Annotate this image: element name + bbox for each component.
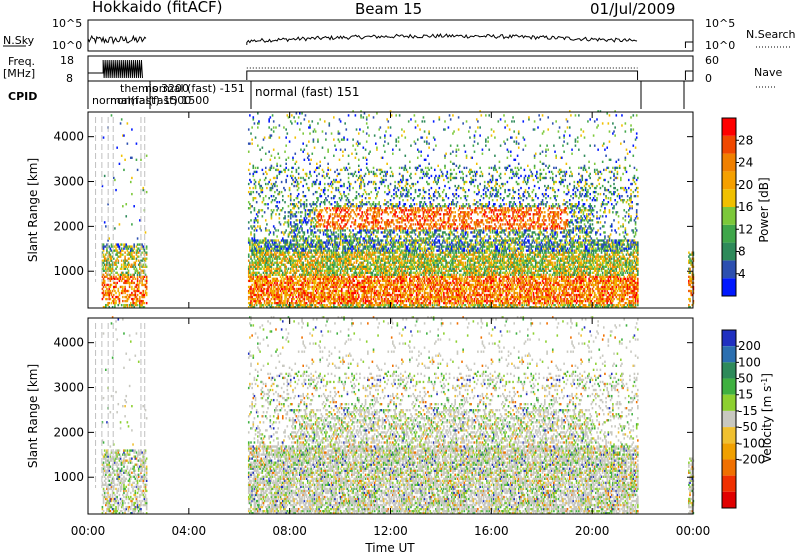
- range-tick-label: 3000: [53, 175, 84, 189]
- range-tick-label: 2000: [53, 425, 84, 439]
- freq-trace: [88, 59, 693, 80]
- colorbar-swatch: [722, 118, 736, 136]
- range-tick-label: 3000: [53, 381, 84, 395]
- freq-label-1: Freq.: [8, 55, 35, 68]
- nsky-tick-top: 10^5: [52, 17, 82, 30]
- date-title: 01/Jul/2009: [590, 0, 675, 18]
- colorbar-swatch: [722, 378, 736, 395]
- range-tick-label: 1000: [53, 470, 84, 484]
- power-ylabel: Slant Range [km]: [26, 158, 40, 262]
- colorbar-swatch: [722, 475, 736, 492]
- colorbar-swatch: [722, 189, 736, 207]
- time-axis-label: Time UT: [364, 541, 415, 554]
- cpid-early-c: normal(fast) 1500: [92, 94, 191, 107]
- colorbar-swatch: [722, 242, 736, 261]
- nsearch-tick-bottom: 10^0: [705, 39, 735, 52]
- time-tick-label: 04:00: [172, 524, 207, 538]
- time-tick-label: 00:00: [71, 524, 106, 538]
- nave-tick-bottom: 0: [705, 72, 712, 85]
- power-heatmap-cells: [95, 110, 695, 309]
- cpid-early-d: normal(fast) 1500: [110, 94, 209, 107]
- colorbar-swatch: [722, 362, 736, 379]
- colorbar-tick-label: 15: [738, 388, 753, 402]
- time-tick-label: 16:00: [474, 524, 509, 538]
- colorbar-swatch: [722, 135, 736, 154]
- colorbar-swatch: [722, 224, 736, 243]
- colorbar-tick-label: 28: [738, 133, 753, 147]
- freq-tick-top: 18: [60, 54, 74, 67]
- cpid-label: CPID: [8, 90, 37, 103]
- colorbar-tick-label: -100: [738, 436, 765, 450]
- range-tick-label: 1000: [53, 264, 84, 278]
- colorbar-tick-label: 20: [738, 178, 753, 192]
- range-tick-label: 2000: [53, 219, 84, 233]
- nsky-trace: [87, 33, 693, 48]
- nsky-panel: [87, 19, 694, 52]
- beam-title: Beam 15: [355, 0, 422, 18]
- range-tick-label: 4000: [53, 336, 84, 350]
- nave-tick-top: 60: [705, 54, 719, 67]
- colorbar-tick-label: 200: [738, 339, 761, 353]
- nsky-label: N.Sky: [3, 34, 35, 47]
- colorbar-swatch: [722, 153, 736, 172]
- colorbar-tick-label: 16: [738, 200, 753, 214]
- time-tick-label: 08:00: [272, 524, 307, 538]
- colorbar-swatch: [722, 410, 736, 428]
- colorbar-swatch: [722, 171, 736, 190]
- cpid-early-b: normal (fast) -151: [145, 82, 245, 95]
- freq-tick-bottom: 8: [66, 72, 73, 85]
- colorbar-swatch: [722, 459, 736, 476]
- colorbar-tick-label: 4: [738, 267, 746, 281]
- velocity-colorbar: 200 100 50 15 -15 -50 -100 -200: [721, 329, 765, 509]
- colorbar-swatch: [722, 346, 736, 363]
- nsky-tick-bottom: 10^0: [52, 39, 82, 52]
- colorbar-swatch: [722, 443, 736, 460]
- colorbar-swatch: [722, 491, 736, 508]
- time-axis: 00:00 04:00 08:00 12:00 16:00 20:00 00:00: [71, 112, 711, 538]
- cpid-early-a: themis 3200: [120, 82, 189, 95]
- nsearch-tick-top: 10^5: [705, 17, 735, 30]
- nave-label: Nave: [754, 66, 782, 79]
- freq-label-2: [MHz]: [3, 67, 35, 80]
- velocity-heatmap-cells: [95, 316, 695, 515]
- colorbar-tick-label: 12: [738, 222, 753, 236]
- power-y-axis: 1000 2000 3000 4000: [53, 130, 693, 278]
- colorbar-tick-label: 24: [738, 156, 753, 170]
- colorbar-swatch: [722, 330, 736, 347]
- cpid-main: normal (fast) 151: [255, 85, 359, 99]
- time-tick-label: 12:00: [373, 524, 408, 538]
- colorbar-tick-label: 8: [738, 245, 746, 259]
- velocity-ylabel: Slant Range [km]: [26, 364, 40, 468]
- colorbar-swatch: [722, 207, 736, 225]
- velocity-y-axis: 1000 2000 3000 4000: [53, 336, 693, 484]
- time-tick-label: 20:00: [575, 524, 610, 538]
- time-tick-label: 00:00: [676, 524, 711, 538]
- colorbar-tick-label: 100: [738, 355, 761, 369]
- colorbar-swatch: [722, 427, 736, 444]
- colorbar-tick-label: -15: [738, 404, 758, 418]
- nsearch-label: N.Search: [746, 28, 796, 41]
- colorbar-swatch: [722, 394, 736, 411]
- freq-panel: [87, 55, 694, 82]
- colorbar-tick-label: -50: [738, 420, 758, 434]
- colorbar-swatch: [722, 260, 736, 279]
- colorbar-swatch: [722, 278, 736, 296]
- station-title: Hokkaido (fitACF): [92, 0, 223, 16]
- range-tick-label: 4000: [53, 130, 84, 144]
- power-colorbar-label: Power [dB]: [757, 177, 771, 242]
- colorbar-tick-label: -200: [738, 452, 765, 466]
- power-colorbar: 4 8 12 16 20 24 28: [721, 117, 753, 297]
- velocity-colorbar-label: Velocity [m s-1]: [760, 373, 774, 463]
- colorbar-tick-label: 50: [738, 372, 753, 386]
